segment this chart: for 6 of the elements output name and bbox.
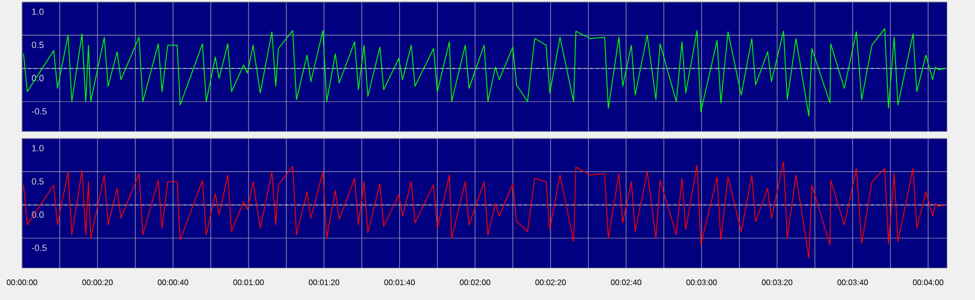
y-tick-label: -0.5: [32, 108, 47, 114]
y-tick-label: 1.0: [32, 8, 44, 15]
y-tick-label: 0.5: [32, 42, 44, 48]
y-tick-label: 1.0: [32, 145, 44, 152]
y-tick-label: 0.5: [32, 178, 44, 185]
y-tick-label: -0.5: [32, 244, 47, 251]
